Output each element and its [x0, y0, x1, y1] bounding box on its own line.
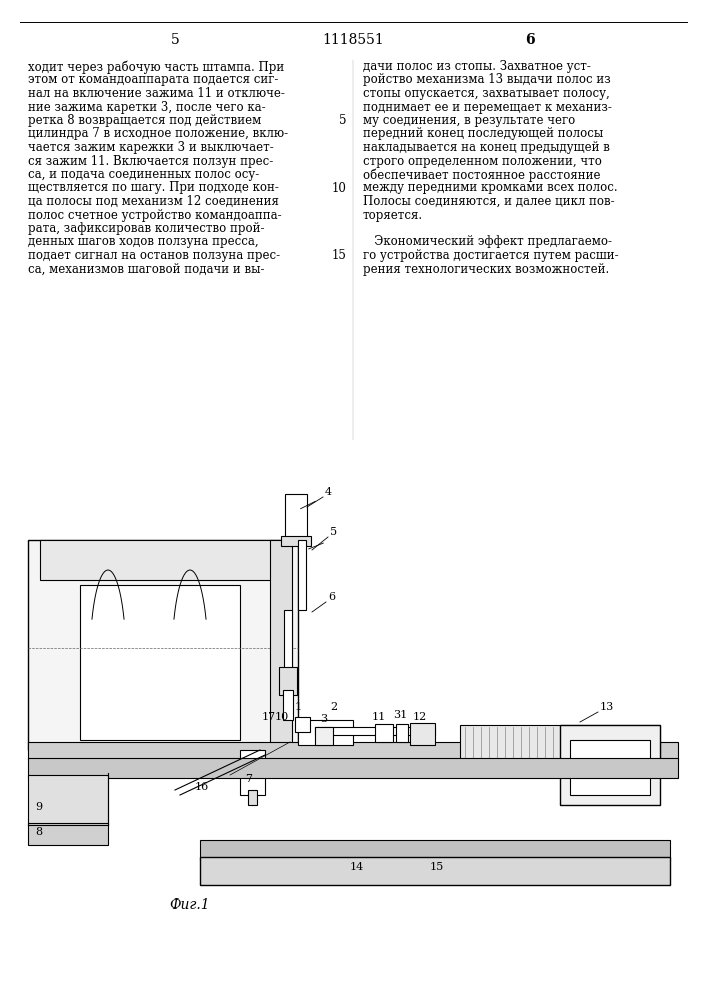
Bar — [560, 725, 660, 805]
Bar — [396, 724, 408, 742]
Text: 31: 31 — [393, 710, 407, 720]
Text: са, и подача соединенных полос осу-: са, и подача соединенных полос осу- — [28, 168, 259, 181]
Text: 9: 9 — [35, 802, 42, 812]
Text: 7: 7 — [245, 774, 252, 784]
Text: 6: 6 — [328, 592, 335, 602]
Text: 3: 3 — [320, 714, 327, 724]
Text: го устройства достигается путем расши-: го устройства достигается путем расши- — [363, 249, 619, 262]
Bar — [284, 610, 292, 670]
Text: рения технологических возможностей.: рения технологических возможностей. — [363, 262, 609, 275]
Text: ретка 8 возвращается под действием: ретка 8 возвращается под действием — [28, 114, 262, 127]
Bar — [28, 540, 298, 750]
Text: 17: 17 — [262, 712, 276, 722]
Bar — [200, 857, 670, 885]
Text: подает сигнал на останов ползуна прес-: подает сигнал на останов ползуна прес- — [28, 249, 280, 262]
Text: 10: 10 — [332, 182, 347, 194]
Text: ходит через рабочую часть штампа. При: ходит через рабочую часть штампа. При — [28, 60, 284, 74]
Text: ройство механизма 13 выдачи полос из: ройство механизма 13 выдачи полос из — [363, 74, 611, 87]
Bar — [285, 494, 307, 542]
Text: строго определенном положении, что: строго определенном положении, что — [363, 154, 602, 167]
Bar — [281, 536, 311, 546]
Text: чается зажим карежки 3 и выключает-: чается зажим карежки 3 и выключает- — [28, 141, 274, 154]
Text: этом от командоаппарата подается сиг-: этом от командоаппарата подается сиг- — [28, 74, 279, 87]
Bar — [298, 540, 306, 610]
Bar — [28, 758, 678, 778]
Text: между передними кромками всех полос.: между передними кромками всех полос. — [363, 182, 618, 194]
Bar — [375, 724, 393, 742]
Bar — [28, 742, 678, 760]
Text: 2: 2 — [330, 702, 337, 712]
Text: дачи полос из стопы. Захватное уст-: дачи полос из стопы. Захватное уст- — [363, 60, 591, 73]
Text: 4: 4 — [325, 487, 332, 497]
Text: стопы опускается, захватывает полосу,: стопы опускается, захватывает полосу, — [363, 87, 609, 100]
Text: ние зажима каретки 3, после чего ка-: ние зажима каретки 3, после чего ка- — [28, 101, 266, 113]
Bar — [240, 750, 265, 795]
Text: Экономический эффект предлагаемо-: Экономический эффект предлагаемо- — [363, 235, 612, 248]
Text: 13: 13 — [600, 702, 614, 712]
Text: му соединения, в результате чего: му соединения, в результате чего — [363, 114, 575, 127]
Text: полос счетное устройство командоаппа-: полос счетное устройство командоаппа- — [28, 209, 281, 222]
Text: 12: 12 — [413, 712, 427, 722]
Text: 16: 16 — [195, 782, 209, 792]
Text: передний конец последующей полосы: передний конец последующей полосы — [363, 127, 603, 140]
Bar — [315, 727, 333, 745]
Bar — [200, 840, 670, 860]
Text: 1: 1 — [295, 702, 302, 712]
Bar — [80, 585, 240, 740]
Text: торяется.: торяется. — [363, 209, 423, 222]
Text: нал на включение зажима 11 и отключе-: нал на включение зажима 11 и отключе- — [28, 87, 285, 100]
Bar — [298, 720, 353, 745]
Text: 5: 5 — [339, 114, 347, 127]
Text: ца полосы под механизм 12 соединения: ца полосы под механизм 12 соединения — [28, 195, 279, 208]
Bar — [315, 727, 435, 735]
Text: 11: 11 — [372, 712, 386, 722]
Text: 15: 15 — [430, 862, 444, 872]
Bar — [279, 667, 297, 695]
Bar — [460, 725, 660, 760]
Text: денных шагов ходов ползуна пресса,: денных шагов ходов ползуна пресса, — [28, 235, 259, 248]
Text: поднимает ее и перемещает к механиз-: поднимает ее и перемещает к механиз- — [363, 101, 612, 113]
Bar — [28, 823, 108, 845]
Text: Полосы соединяются, и далее цикл пов-: Полосы соединяются, и далее цикл пов- — [363, 195, 614, 208]
Bar — [570, 740, 650, 795]
Bar — [410, 723, 435, 745]
Bar — [283, 690, 293, 720]
Text: са, механизмов шаговой подачи и вы-: са, механизмов шаговой подачи и вы- — [28, 262, 264, 275]
Text: накладывается на конец предыдущей в: накладывается на конец предыдущей в — [363, 141, 610, 154]
Bar — [28, 775, 108, 825]
Text: ществляется по шагу. При подходе кон-: ществляется по шагу. При подходе кон- — [28, 182, 279, 194]
Text: 8: 8 — [35, 827, 42, 837]
Text: 5: 5 — [170, 33, 180, 47]
Text: цилиндра 7 в исходное положение, вклю-: цилиндра 7 в исходное положение, вклю- — [28, 127, 288, 140]
Bar — [40, 540, 286, 580]
Text: Фиг.1: Фиг.1 — [170, 898, 210, 912]
Text: обеспечивает постоянное расстояние: обеспечивает постоянное расстояние — [363, 168, 600, 182]
Text: 1118551: 1118551 — [322, 33, 384, 47]
Bar — [248, 790, 257, 805]
Text: 6: 6 — [525, 33, 534, 47]
Text: рата, зафиксировав количество прой-: рата, зафиксировав количество прой- — [28, 222, 264, 235]
Text: 15: 15 — [332, 249, 347, 262]
Bar — [295, 717, 310, 732]
Text: 10: 10 — [275, 712, 289, 722]
Text: 5: 5 — [330, 527, 337, 537]
Bar — [270, 540, 292, 750]
Text: 14: 14 — [350, 862, 364, 872]
Text: ся зажим 11. Включается ползун прес-: ся зажим 11. Включается ползун прес- — [28, 154, 273, 167]
